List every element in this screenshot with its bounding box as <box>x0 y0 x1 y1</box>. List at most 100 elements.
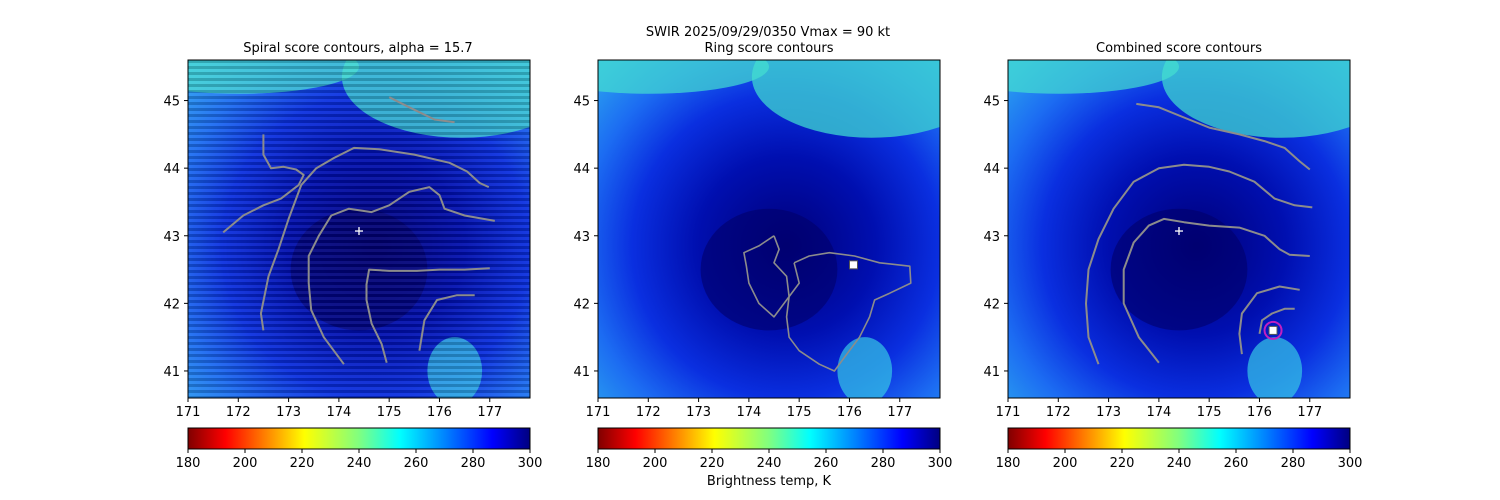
x-tick-label: 171 <box>586 405 611 420</box>
x-tick-label: 172 <box>636 405 661 420</box>
colorbar-tick-label: 180 <box>996 456 1021 471</box>
panel-combined: Combined score contours 171 172 173 174 175 1… <box>983 41 1363 471</box>
colorbar-tick-label: 260 <box>404 456 429 471</box>
x-tick-label: 174 <box>736 405 761 420</box>
circle-marker <box>1263 320 1283 340</box>
colorbar: 180 200 220 240 260 280 300 <box>176 427 543 471</box>
y-tick-label: 43 <box>163 230 180 245</box>
contour-line <box>1085 163 1313 365</box>
cloud-patch <box>1008 60 1179 94</box>
colorbar-tick-label: 220 <box>290 456 315 471</box>
contour-line <box>1136 102 1311 171</box>
colorbar-gradient <box>597 427 941 450</box>
cloud-patch <box>751 60 940 138</box>
colorbar-tick-label: 220 <box>700 456 725 471</box>
contour-line <box>365 267 490 364</box>
axes-frame <box>1007 59 1351 399</box>
eye-region <box>1110 208 1248 331</box>
contour-line <box>743 235 790 318</box>
x-tick-label: 174 <box>1146 405 1171 420</box>
plot-area <box>598 60 940 398</box>
x-tick-label: 175 <box>787 405 812 420</box>
contour-line <box>307 186 495 365</box>
x-tick-label: 172 <box>1046 405 1071 420</box>
colorbar-tick-label: 200 <box>643 456 668 471</box>
y-tick-label: 43 <box>983 230 1000 245</box>
colorbar-tick-label: 300 <box>1338 456 1363 471</box>
colorbar-gradient <box>1007 427 1351 450</box>
cloud-patch <box>837 337 893 398</box>
contour-line <box>388 96 455 124</box>
y-tick-label: 42 <box>983 297 1000 312</box>
colorbar-tick-label: 260 <box>1224 456 1249 471</box>
contour-line <box>418 294 475 351</box>
colorbar-tick-label: 240 <box>1167 456 1192 471</box>
y-tick-label: 41 <box>983 365 1000 380</box>
panel-spiral: Spiral score contours, alpha = 15.7 171 1… <box>163 41 543 471</box>
colorbar-tick-label: 240 <box>757 456 782 471</box>
x-tick-label: 174 <box>326 405 351 420</box>
contour-line <box>1122 217 1310 364</box>
cloud-patch <box>1161 60 1350 138</box>
best-point-marker <box>848 260 858 270</box>
y-tick-label: 43 <box>573 230 590 245</box>
cloud-patch <box>1247 337 1303 398</box>
colorbar-gradient <box>187 427 531 450</box>
colorbar-tick-label: 260 <box>814 456 839 471</box>
plot-area <box>1008 60 1350 398</box>
y-tick-label: 41 <box>573 365 590 380</box>
y-tick-label: 44 <box>573 162 590 177</box>
x-tick-label: 175 <box>1197 405 1222 420</box>
colorbar-tick-label: 240 <box>347 456 372 471</box>
cloud-patch <box>598 60 769 94</box>
colorbar-tick-label: 200 <box>233 456 258 471</box>
center-marker <box>1175 227 1183 236</box>
center-marker <box>355 227 363 236</box>
colorbar: 180 200 220 240 260 280 300 <box>586 427 953 471</box>
contour-line <box>259 146 490 331</box>
x-tick-label: 176 <box>427 405 452 420</box>
x-tick-label: 173 <box>1096 405 1121 420</box>
contour-line <box>222 134 305 234</box>
x-tick-label: 173 <box>276 405 301 420</box>
x-tick-label: 175 <box>377 405 402 420</box>
x-tick-label: 177 <box>1297 405 1322 420</box>
colorbar-tick-label: 300 <box>518 456 543 471</box>
colorbar-tick-label: 180 <box>176 456 201 471</box>
colorbar-tick-label: 280 <box>1281 456 1306 471</box>
colorbar: 180 200 220 240 260 280 300 <box>996 427 1363 471</box>
y-tick-label: 41 <box>163 365 180 380</box>
colorbar-tick-label: 220 <box>1110 456 1135 471</box>
contour-line <box>1238 285 1300 355</box>
x-tick-label: 177 <box>477 405 502 420</box>
colorbar-tick-label: 180 <box>586 456 611 471</box>
colorbar-tick-label: 280 <box>871 456 896 471</box>
axes-frame <box>187 59 531 399</box>
axes-frame <box>597 59 941 399</box>
y-tick-label: 42 <box>163 297 180 312</box>
y-tick-label: 45 <box>983 95 1000 110</box>
contour-line <box>785 251 912 372</box>
x-tick-label: 171 <box>996 405 1021 420</box>
colorbar-tick-label: 300 <box>928 456 953 471</box>
panel-title: Ring score contours <box>704 41 833 56</box>
x-tick-label: 173 <box>686 405 711 420</box>
contour-line <box>1258 307 1295 334</box>
panel-title: Spiral score contours, alpha = 15.7 <box>243 41 472 56</box>
colorbar-label: Brightness temp, K <box>707 474 832 489</box>
x-tick-label: 171 <box>176 405 201 420</box>
y-tick-label: 44 <box>163 162 180 177</box>
x-tick-label: 172 <box>226 405 251 420</box>
x-tick-label: 176 <box>1247 405 1272 420</box>
panel-title: Combined score contours <box>1096 41 1262 56</box>
colorbar-tick-label: 280 <box>461 456 486 471</box>
y-tick-label: 42 <box>573 297 590 312</box>
panel-ring: Ring score contours 171 172 173 174 175 176 17… <box>573 41 953 471</box>
figure-suptitle: SWIR 2025/09/29/0350 Vmax = 90 kt <box>646 25 890 40</box>
y-tick-label: 45 <box>573 95 590 110</box>
y-tick-label: 45 <box>163 95 180 110</box>
best-point-marker <box>1268 325 1278 335</box>
colorbar-tick-label: 200 <box>1053 456 1078 471</box>
plot-area <box>188 60 530 398</box>
